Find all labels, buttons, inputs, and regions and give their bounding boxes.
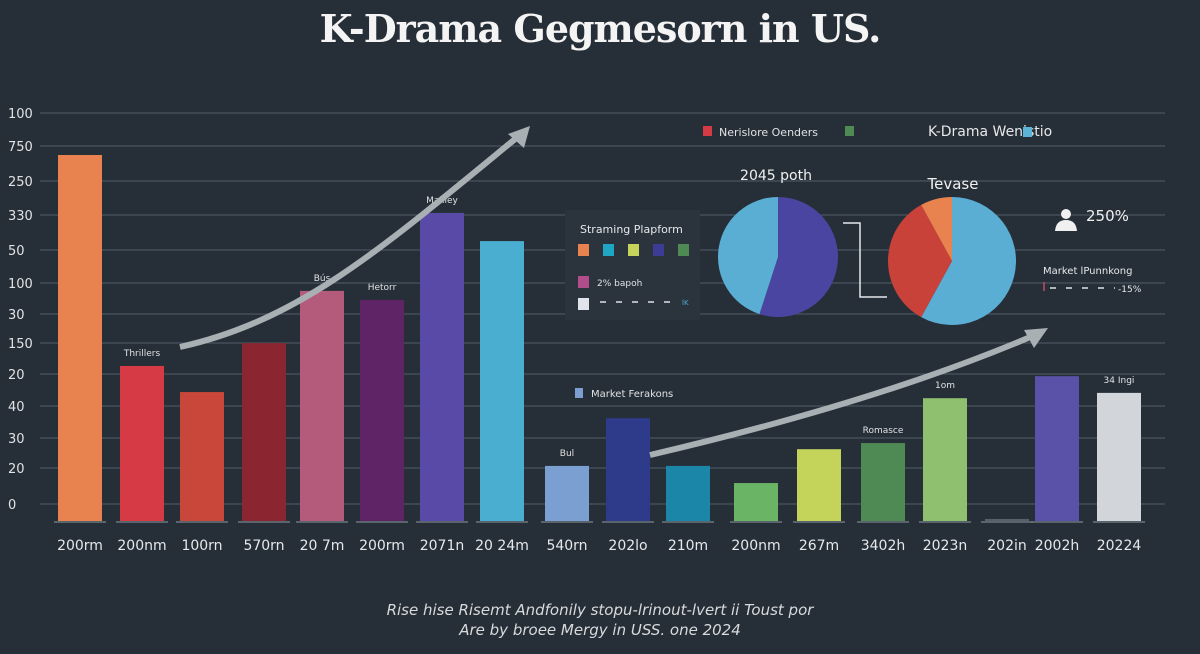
arrow-head-icon (508, 126, 530, 148)
x-tick-label: 200nm (731, 538, 780, 554)
stat-value: 250% (1086, 207, 1129, 225)
pie-slice (921, 197, 952, 261)
x-tick-label: 200nm (117, 538, 166, 554)
legend-swatch (575, 388, 583, 398)
y-tick-label: 750 (8, 140, 33, 155)
market-ranking-title: Market lPunnkong (1043, 266, 1132, 277)
legend-swatch (1023, 127, 1032, 137)
x-tick-label: 202lo (608, 538, 647, 554)
bar-label: Romasce (863, 426, 904, 436)
x-tick-label: 200rm (359, 538, 405, 554)
x-tick-label: 2002h (1035, 538, 1080, 554)
arrow-head-icon (1024, 328, 1048, 348)
x-tick-label: 20224 (1097, 538, 1142, 554)
x-tick-label: 202in (987, 538, 1026, 554)
bar-label: Thrillers (123, 349, 161, 359)
legend-label: Market Ferakons (591, 389, 673, 400)
x-tick-label: 100rn (181, 538, 222, 554)
y-tick-label: 30 (8, 432, 25, 447)
legend-title: Straming Plapform (580, 223, 683, 236)
y-tick-label: 0 (8, 498, 16, 513)
person-icon (1055, 220, 1077, 231)
y-tick-label: 40 (8, 400, 25, 415)
market-ranking-value: -15% (1118, 285, 1142, 295)
legend-swatch (578, 244, 589, 256)
y-tick-label: 30 (8, 308, 25, 323)
bar-label: Bul (560, 449, 574, 459)
pie-slice (718, 197, 778, 315)
bar (58, 155, 102, 522)
y-tick-label: 20 (8, 462, 25, 477)
legend-swatch (578, 276, 589, 288)
bar (360, 299, 404, 521)
bar (923, 398, 967, 521)
bar (734, 483, 778, 521)
legend-label: 2% bapoh (597, 279, 642, 289)
pie-slice (921, 197, 1016, 325)
bar-label: Bús (314, 274, 331, 284)
x-tick-label: 20 24m (475, 538, 529, 554)
legend-label: K-Drama Wenistio (928, 124, 1052, 140)
legend-swatch (845, 126, 854, 136)
connector-line (843, 222, 887, 298)
legend-swatch (578, 298, 589, 310)
x-tick-label: 210m (668, 538, 708, 554)
pie-slice (759, 197, 838, 317)
legend-swatch (603, 244, 614, 256)
pie-title: 2045 poth (740, 168, 812, 184)
bar-label: Hetorr (368, 283, 397, 293)
x-tick-label: 3402h (861, 538, 906, 554)
bar-label: 1om (935, 381, 955, 391)
y-tick-label: 150 (8, 337, 33, 352)
bar (242, 343, 286, 521)
y-tick-label: 20 (8, 368, 25, 383)
bar (1097, 392, 1141, 521)
bar (861, 443, 905, 521)
chart-title: K-Drama Gegmesorn in US. (319, 6, 882, 51)
trend-arrow (649, 332, 1037, 458)
bar-label: 34 Ingi (1104, 376, 1135, 386)
x-tick-label: 2023n (923, 538, 968, 554)
bar (180, 392, 224, 521)
bar (300, 290, 344, 521)
y-tick-label: 50 (8, 244, 25, 259)
x-tick-label: 267m (799, 538, 839, 554)
x-tick-label: 540rn (546, 538, 587, 554)
bar (420, 212, 464, 521)
caption-line: Are by broee Mergy in USS. one 2024 (459, 621, 741, 639)
chart-caption: Rise hise Risemt Andfonily stopu-lrinout… (0, 600, 1200, 640)
bar (545, 465, 589, 521)
pie-slice (888, 204, 952, 318)
y-tick-label: 250 (8, 175, 33, 190)
bar (666, 465, 710, 521)
y-tick-label: 100 (8, 107, 33, 122)
legend-swatch (678, 244, 689, 256)
bar (797, 449, 841, 521)
legend-label: lK (682, 299, 689, 307)
bar (606, 418, 650, 521)
legend-swatch (703, 126, 712, 136)
x-tick-label: 570rn (243, 538, 284, 554)
legend-swatch (653, 244, 664, 256)
x-tick-label: 2071n (420, 538, 465, 554)
bar (120, 365, 164, 521)
bar (480, 241, 524, 521)
bar (985, 518, 1029, 521)
x-tick-label: 200rm (57, 538, 103, 554)
bar (1035, 376, 1079, 521)
x-tick-label: 20 7m (300, 538, 345, 554)
pie-title: Tevase (927, 175, 979, 193)
person-icon (1061, 209, 1071, 219)
caption-line: Rise hise Risemt Andfonily stopu-lrinout… (386, 601, 814, 619)
y-tick-label: 330 (8, 209, 33, 224)
y-tick-label: 100 (8, 277, 33, 292)
legend-swatch (628, 244, 639, 256)
legend-label: Nerislore Oenders (719, 126, 818, 139)
trend-arrow (179, 132, 522, 350)
